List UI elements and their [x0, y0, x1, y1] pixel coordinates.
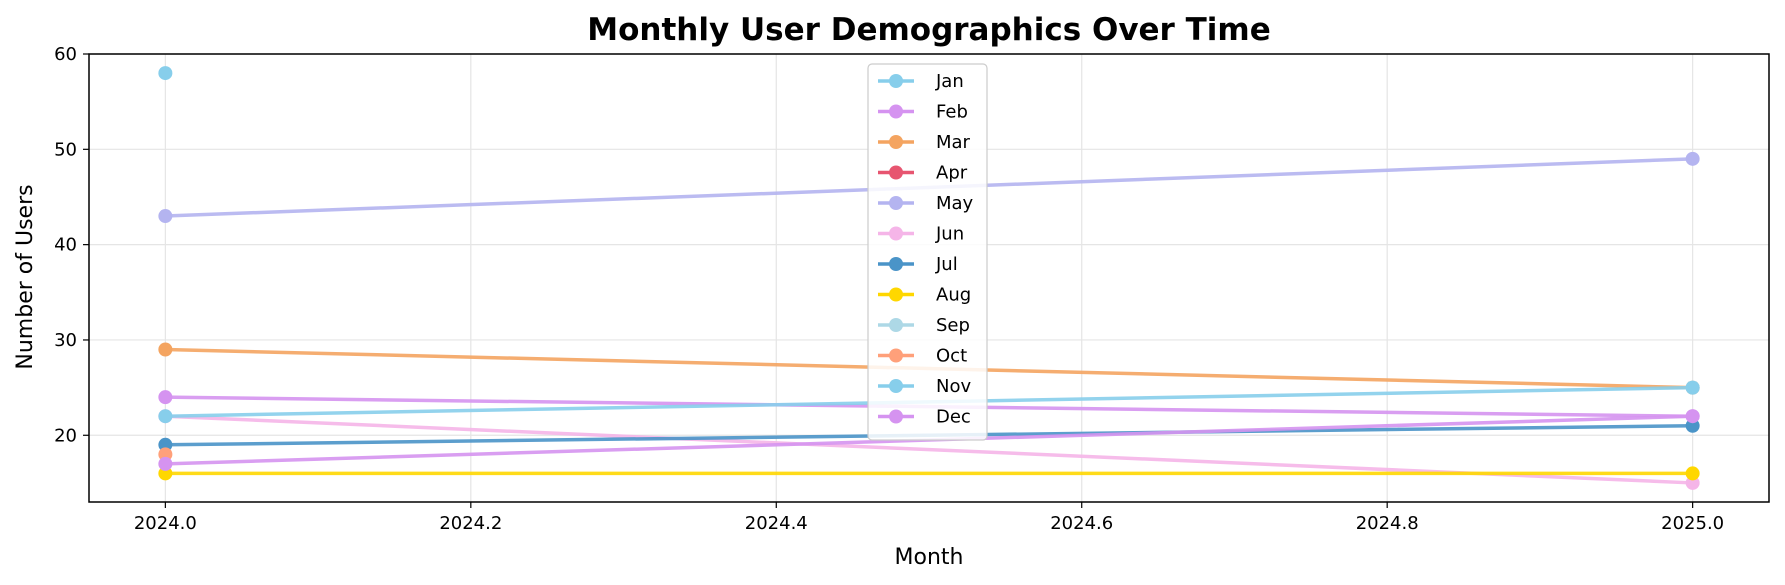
y-tick-label: 20: [54, 425, 77, 446]
y-axis-label: Number of Users: [13, 184, 38, 369]
legend-marker-sep: [889, 318, 903, 332]
x-tick-label: 2024.2: [439, 513, 502, 534]
y-tick-label: 50: [54, 139, 77, 160]
legend-marker-mar: [889, 135, 903, 149]
data-point-mar: [158, 342, 173, 357]
legend-marker-aug: [889, 287, 903, 302]
axes-layer: 2024.0 2024.2 2024.4 2024.6 2024.8 2025.0 20 30…: [54, 44, 1770, 534]
y-tick-label: 60: [54, 44, 77, 65]
y-tick-label: 40: [54, 235, 77, 256]
x-tick-label: 2024.8: [1356, 513, 1419, 534]
legend-label-sep: Sep: [936, 315, 970, 336]
legend-label-oct: Oct: [936, 346, 967, 367]
legend-marker-jan: [889, 74, 903, 88]
legend-label-mar: Mar: [936, 132, 971, 153]
data-point-may: [1685, 151, 1700, 166]
data-point-dec: [158, 456, 173, 471]
legend-label-apr: Apr: [936, 163, 968, 184]
x-tick-label: 2024.4: [745, 513, 808, 534]
legend: Jan Feb Mar Apr May Jun Jul Aug Sep Oct Nov Dec: [867, 63, 988, 441]
legend-label-dec: Dec: [936, 407, 971, 428]
legend-marker-jul: [889, 257, 903, 271]
chart-title: Monthly User Demographics Over Time: [587, 12, 1270, 48]
legend-label-jan: Jan: [935, 71, 964, 92]
data-point-may: [158, 209, 173, 224]
data-point-nov: [158, 409, 173, 424]
legend-marker-nov: [889, 379, 903, 393]
legend-marker-jun: [889, 226, 903, 241]
x-axis-label: Month: [895, 545, 964, 570]
legend-marker-may: [889, 196, 903, 210]
legend-marker-apr: [889, 165, 903, 180]
data-point-feb: [158, 390, 173, 405]
x-tick-label: 2025.0: [1661, 513, 1724, 534]
plot-frame: [88, 53, 1770, 503]
data-point-jan: [158, 66, 173, 81]
legend-label-may: May: [936, 193, 974, 214]
legend-marker-feb: [889, 104, 903, 119]
legend-label-jun: Jun: [935, 224, 964, 245]
legend-label-jul: Jul: [935, 254, 958, 275]
y-tick-label: 30: [54, 330, 77, 351]
data-point-aug: [1685, 466, 1700, 481]
legend-label-nov: Nov: [936, 376, 971, 397]
data-point-nov: [1685, 380, 1700, 395]
legend-label-feb: Feb: [936, 102, 968, 123]
legend-marker-dec: [889, 409, 903, 424]
data-point-dec: [1685, 409, 1700, 424]
legend-marker-oct: [889, 348, 903, 363]
x-tick-label: 2024.6: [1050, 513, 1113, 534]
legend-label-aug: Aug: [936, 285, 971, 306]
legend-box: [867, 63, 988, 441]
x-tick-label: 2024.0: [134, 513, 197, 534]
